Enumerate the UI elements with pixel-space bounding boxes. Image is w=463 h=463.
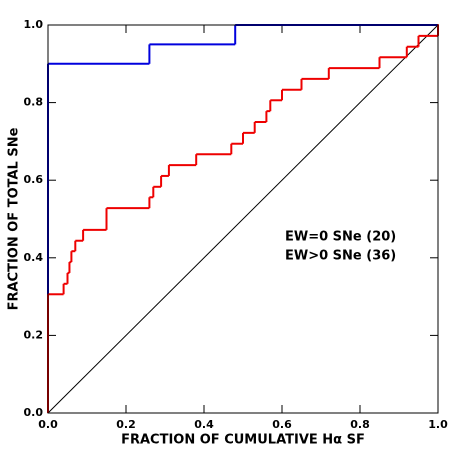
plot-frame: [47, 24, 439, 414]
x-tick-label: 0.0: [38, 418, 58, 431]
legend-entry: EW>0 SNe (36): [285, 249, 396, 264]
y-tick-label: 0.2: [24, 328, 44, 341]
x-tick-label: 0.4: [194, 418, 214, 431]
y-tick-label: 1.0: [24, 18, 44, 31]
x-tick-label: 0.6: [272, 418, 292, 431]
y-tick-label: 0.4: [24, 251, 44, 264]
y-axis-title: FRACTION OF TOTAL SNe: [7, 127, 22, 310]
x-axis-title: FRACTION OF CUMULATIVE Hα SF: [121, 433, 365, 448]
x-tick-label: 0.8: [350, 418, 370, 431]
y-tick-label: 0.0: [24, 406, 44, 419]
x-tick-label: 1.0: [428, 418, 448, 431]
legend-entry: EW=0 SNe (20): [285, 230, 396, 245]
x-tick-label: 0.2: [116, 418, 136, 431]
y-tick-label: 0.6: [24, 173, 44, 186]
reference-line: [47, 24, 439, 414]
y-tick-label: 0.8: [24, 96, 44, 109]
